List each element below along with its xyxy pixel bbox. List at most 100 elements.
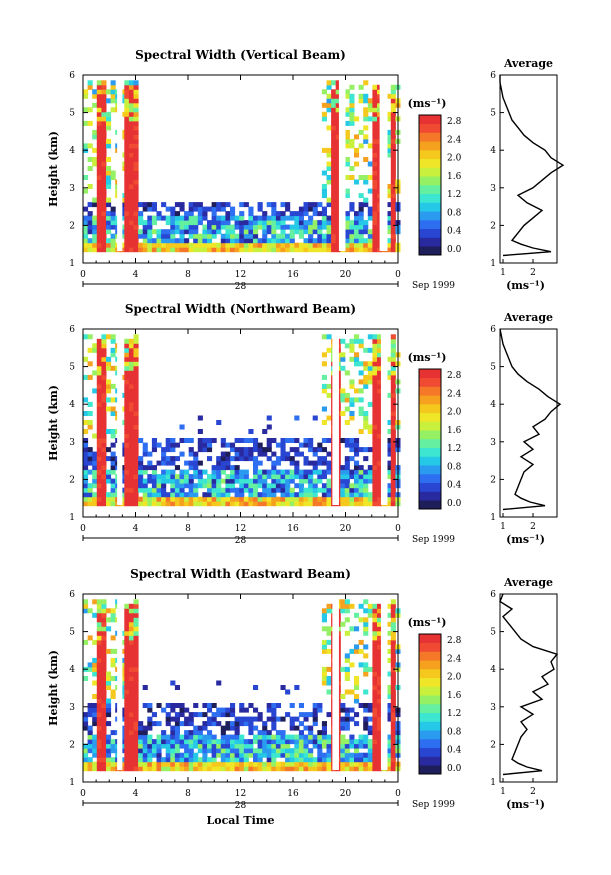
- heatmap-cell: [124, 175, 130, 180]
- heatmap-cell: [354, 680, 360, 686]
- heatmap-cell: [165, 716, 171, 722]
- heatmap-cell: [124, 739, 130, 745]
- heatmap-cell: [253, 496, 259, 502]
- heatmap-cell: [308, 220, 314, 226]
- heatmap-cell: [354, 474, 360, 480]
- heatmap-cell: [390, 442, 396, 448]
- heatmap-cell: [96, 460, 102, 466]
- heatmap-cell: [147, 757, 153, 763]
- heatmap-cell: [216, 483, 222, 489]
- heatmap-cell: [165, 761, 171, 767]
- heatmap-cell: [188, 211, 194, 217]
- heatmap-cell: [386, 247, 392, 253]
- heatmap-cell: [285, 487, 291, 493]
- heatmap-cell: [271, 202, 277, 208]
- heatmap-cell: [211, 492, 217, 498]
- heatmap-cell: [197, 478, 203, 484]
- heatmap-cell: [101, 379, 107, 385]
- heatmap-cell: [133, 102, 139, 108]
- heatmap-cell: [234, 748, 240, 754]
- heatmap-cell: [87, 766, 93, 772]
- heatmap-cell: [147, 725, 153, 731]
- heatmap-cell: [377, 147, 383, 153]
- heatmap-cell: [101, 397, 107, 403]
- heatmap-cell: [377, 766, 383, 772]
- heatmap-cell: [220, 757, 226, 763]
- heatmap-cell: [285, 224, 291, 230]
- heatmap-cell: [367, 374, 373, 380]
- heatmap-cell: [124, 635, 130, 641]
- heatmap-cell: [106, 215, 112, 221]
- heatmap-cell: [142, 229, 148, 235]
- heatmap-cell: [96, 343, 102, 349]
- heatmap-cell: [335, 120, 341, 126]
- heatmap-cell: [308, 229, 314, 235]
- heatmap-cell: [372, 689, 378, 695]
- heatmap-cell: [331, 116, 337, 122]
- heatmap-cell: [253, 478, 259, 484]
- heatmap-cell: [133, 492, 139, 498]
- heatmap-cell: [170, 492, 176, 498]
- heatmap-cell: [335, 247, 341, 253]
- heatmap-cell: [234, 492, 240, 498]
- heatmap-cell: [331, 120, 337, 126]
- heatmap-cell: [262, 429, 268, 434]
- heatmap-cell: [207, 703, 213, 708]
- heatmap-cell: [96, 433, 102, 439]
- heatmap-cell: [386, 492, 392, 498]
- heatmap-cell: [358, 617, 364, 623]
- heatmap-cell: [92, 197, 98, 203]
- heatmap-cell: [225, 766, 231, 772]
- colorbar-unit: (ms⁻¹): [408, 616, 447, 629]
- heatmap-cell: [96, 129, 102, 135]
- heatmap-cell: [207, 483, 213, 489]
- heatmap-cell: [216, 492, 222, 498]
- heatmap-cell: [124, 161, 130, 167]
- heatmap-cell: [110, 743, 116, 749]
- heatmap-cell: [83, 143, 89, 149]
- heatmap-cell: [234, 447, 240, 453]
- heatmap-cell: [321, 374, 327, 380]
- heatmap-cell: [321, 89, 327, 95]
- heatmap-cell: [110, 460, 116, 466]
- heatmap-cell: [257, 483, 263, 489]
- heatmap-cell: [354, 334, 360, 340]
- heatmap-cell: [262, 451, 268, 457]
- average-y-tick-label: 5: [490, 109, 496, 119]
- heatmap-cell: [202, 215, 208, 221]
- heatmap-cell: [101, 184, 107, 189]
- heatmap-cell: [358, 202, 364, 208]
- heatmap-cell: [275, 748, 281, 754]
- x-tick-label: 0: [80, 524, 86, 534]
- heatmap-cell: [202, 206, 208, 212]
- heatmap-cell: [377, 603, 383, 609]
- heatmap-cell: [193, 242, 199, 248]
- heatmap-cell: [344, 193, 350, 199]
- heatmap-cell: [128, 442, 134, 448]
- heatmap-cell: [377, 388, 383, 394]
- heatmap-cell: [372, 483, 378, 489]
- heatmap-cell: [372, 374, 378, 380]
- heatmap-cell: [101, 202, 107, 208]
- heatmap-cell: [326, 492, 332, 498]
- heatmap-cell: [101, 392, 107, 398]
- heatmap-cell: [248, 496, 254, 502]
- heatmap-cell: [266, 438, 272, 443]
- heatmap-cell: [101, 401, 107, 407]
- heatmap-cell: [372, 361, 378, 367]
- heatmap-cell: [354, 220, 360, 226]
- heatmap-cell: [188, 748, 194, 754]
- heatmap-cell: [101, 721, 107, 727]
- colorbar-swatch: [419, 730, 441, 740]
- heatmap-cell: [179, 492, 185, 498]
- heatmap-cell: [124, 676, 130, 681]
- heatmap-cell: [216, 761, 222, 767]
- heatmap-cell: [110, 657, 116, 663]
- heatmap-cell: [193, 703, 199, 708]
- heatmap-cell: [390, 743, 396, 749]
- heatmap-cell: [170, 501, 176, 507]
- heatmap-cell: [280, 734, 286, 740]
- heatmap-cell: [363, 138, 369, 144]
- heatmap-cell: [239, 438, 245, 443]
- heatmap-cell: [390, 89, 396, 95]
